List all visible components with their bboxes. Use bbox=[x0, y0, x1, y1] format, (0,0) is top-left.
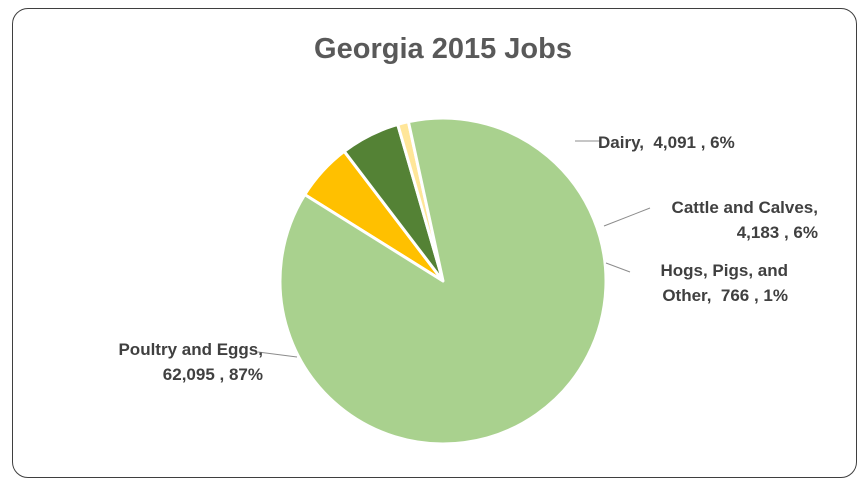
data-label-hogs-pigs-and-other: Hogs, Pigs, and Other, 766 , 1% bbox=[660, 261, 788, 305]
data-label-dairy: Dairy, 4,091 , 6% bbox=[598, 133, 735, 152]
data-label-poultry-and-eggs: Poultry and Eggs, 62,095 , 87% bbox=[118, 340, 263, 384]
leader-line-2 bbox=[605, 262, 631, 273]
chart-title: Georgia 2015 Jobs bbox=[314, 33, 572, 65]
pie-slice-poultry-and-eggs bbox=[278, 116, 608, 446]
leader-line-3 bbox=[257, 351, 298, 358]
leader-line-1 bbox=[603, 207, 651, 227]
data-label-cattle-and-calves: Cattle and Calves, 4,183 , 6% bbox=[672, 198, 818, 242]
